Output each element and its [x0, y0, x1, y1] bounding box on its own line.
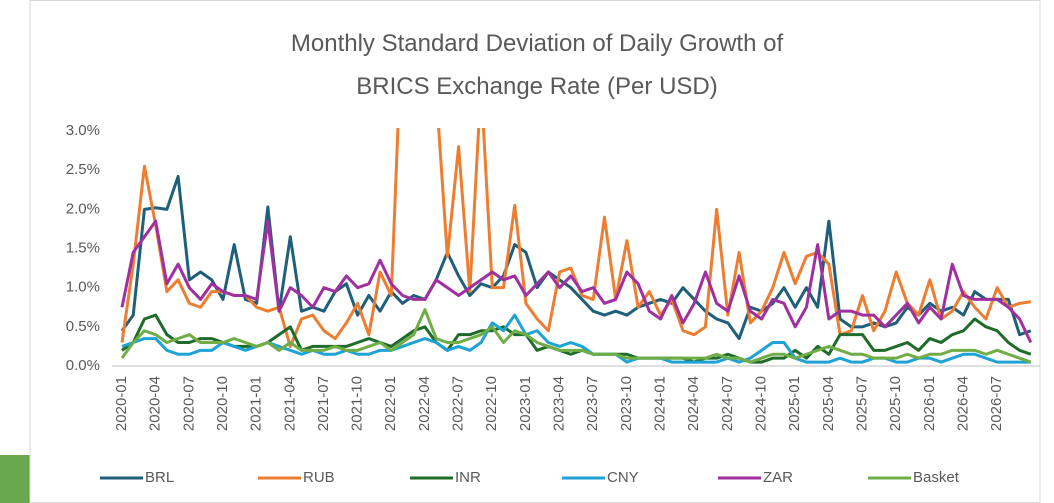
x-tick-label: 2026-07 [988, 376, 1005, 431]
x-tick-label: 2025-04 [820, 376, 837, 431]
x-tick-label: 2021-10 [349, 376, 366, 431]
x-tick-label: 2023-07 [584, 376, 601, 431]
series-line [120, 308, 1032, 364]
x-tick-label: 2021-07 [315, 376, 332, 431]
x-tick-label: 2020-04 [147, 376, 164, 431]
x-tick-label: 2025-10 [887, 376, 904, 431]
legend-label: ZAR [763, 469, 793, 486]
x-tick-label: 2021-04 [281, 376, 298, 431]
x-tick-label: 2024-07 [719, 376, 736, 431]
y-tick-label: 3.0% [66, 122, 100, 139]
series-line [121, 313, 1032, 364]
x-tick-label: 2024-01 [652, 376, 669, 431]
series-line [120, 219, 1033, 344]
x-tick-label: 2026-01 [921, 376, 938, 431]
x-tick-label: 2025-07 [853, 376, 870, 431]
y-tick-label: 0.0% [66, 357, 100, 374]
x-tick-label: 2023-10 [618, 376, 635, 431]
legend-label: RUB [303, 469, 335, 486]
legend-label: CNY [607, 469, 639, 486]
x-tick-label: 2023-01 [517, 376, 534, 431]
y-tick-label: 1.0% [66, 279, 100, 296]
x-tick-label: 2021-01 [248, 376, 265, 431]
plot [120, 128, 1033, 364]
x-tick-label: 2022-10 [483, 376, 500, 431]
legend-label: INR [455, 469, 481, 486]
x-tick-label: 2022-07 [450, 376, 467, 431]
x-tick-label: 2022-04 [416, 376, 433, 431]
x-tick-label: 2022-01 [382, 376, 399, 431]
y-tick-label: 2.5% [66, 161, 100, 178]
x-tick-label: 2020-07 [180, 376, 197, 431]
x-tick-label: 2020-01 [113, 376, 130, 431]
y-tick-label: 0.5% [66, 318, 100, 335]
x-tick-label: 2020-10 [214, 376, 231, 431]
legend-label: BRL [145, 469, 174, 486]
x-tick-label: 2024-04 [685, 376, 702, 431]
legend-label: Basket [913, 469, 960, 486]
chart-title: Monthly Standard Deviation of Daily Grow… [291, 30, 784, 100]
x-tick-label: 2023-04 [551, 376, 568, 431]
y-tick-label: 1.5% [66, 239, 100, 256]
x-tick-label: 2026-04 [954, 376, 971, 431]
y-tick-label: 2.0% [66, 200, 100, 217]
x-tick-label: 2025-01 [786, 376, 803, 431]
x-tick-label: 2024-10 [753, 376, 770, 431]
chart-area [29, 0, 1041, 503]
